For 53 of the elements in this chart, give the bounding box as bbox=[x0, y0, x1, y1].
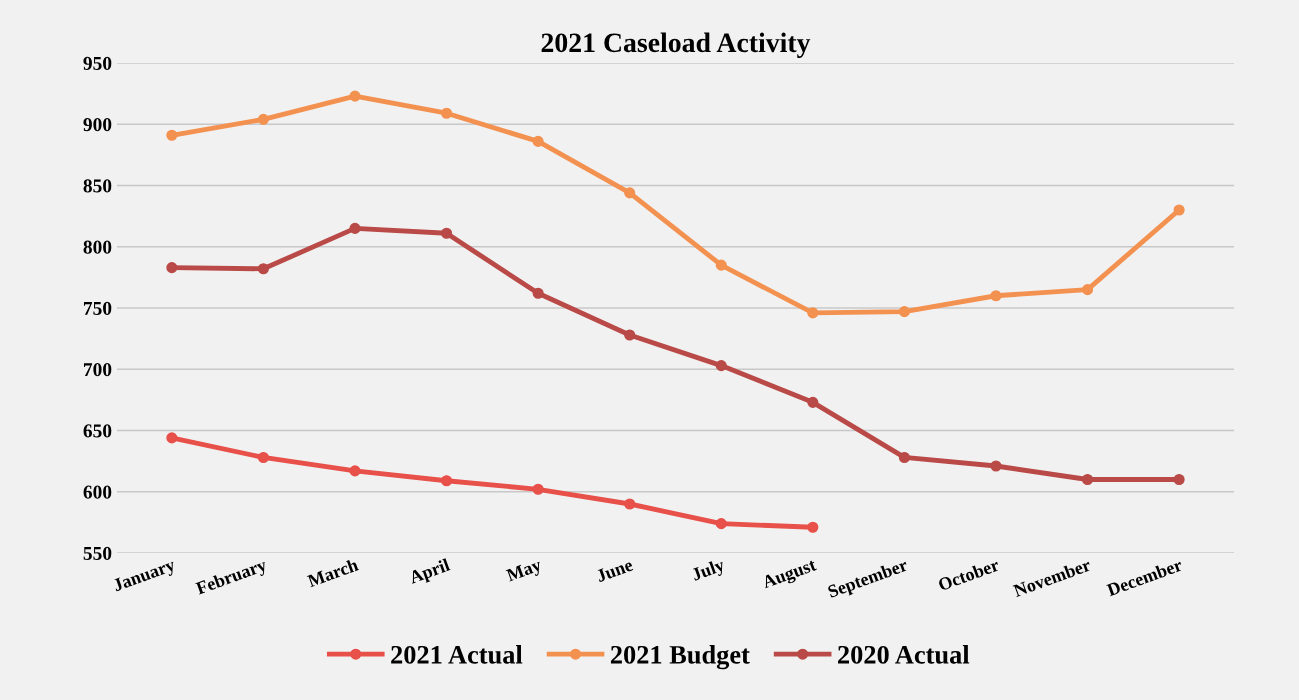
point bbox=[257, 113, 269, 125]
point bbox=[624, 329, 636, 341]
x-tick-label: August bbox=[761, 558, 819, 593]
legend-label: 2021 Actual bbox=[391, 645, 523, 664]
point bbox=[441, 475, 453, 487]
point bbox=[624, 187, 636, 199]
y-tick-label: 850 bbox=[83, 179, 112, 193]
point bbox=[532, 287, 544, 299]
point bbox=[898, 451, 910, 464]
point bbox=[898, 306, 910, 318]
y-tick-label: 600 bbox=[83, 485, 112, 499]
point bbox=[441, 107, 453, 119]
x-tick-label: June bbox=[595, 558, 634, 583]
legend-label: 2020 Actual bbox=[838, 645, 970, 664]
point bbox=[1081, 284, 1094, 296]
point bbox=[349, 465, 361, 477]
x-tick-label: March bbox=[306, 557, 360, 588]
y-tick-label: 700 bbox=[83, 363, 112, 377]
point bbox=[349, 222, 361, 234]
point bbox=[990, 290, 1002, 302]
chart-title: 2021 Caseload Activity bbox=[541, 32, 811, 58]
y-tick-label: 750 bbox=[83, 301, 112, 315]
point bbox=[715, 259, 727, 271]
point bbox=[807, 307, 819, 319]
point bbox=[441, 227, 453, 239]
point bbox=[807, 396, 819, 408]
point bbox=[349, 90, 361, 102]
x-tick-label: January bbox=[112, 558, 178, 595]
x-tick-label: April bbox=[408, 557, 452, 588]
point bbox=[532, 135, 544, 147]
point bbox=[1173, 473, 1185, 486]
y-tick-label: 550 bbox=[83, 546, 112, 560]
y-tick-label: 650 bbox=[83, 424, 112, 438]
point bbox=[166, 129, 178, 141]
point bbox=[1173, 204, 1185, 216]
point bbox=[807, 521, 819, 533]
x-tick-label: October bbox=[937, 557, 1000, 592]
point bbox=[166, 432, 178, 444]
legend-label: 2021 Budget bbox=[610, 645, 750, 670]
y-tick-label: 800 bbox=[83, 240, 112, 254]
point bbox=[715, 518, 727, 530]
point bbox=[257, 263, 269, 275]
y-tick-label: 950 bbox=[83, 56, 112, 70]
x-tick-label: July bbox=[690, 557, 727, 585]
point bbox=[532, 483, 544, 495]
point bbox=[1081, 473, 1094, 486]
point bbox=[166, 262, 178, 274]
point bbox=[990, 460, 1002, 472]
point bbox=[624, 498, 636, 510]
point bbox=[257, 451, 269, 464]
point bbox=[715, 360, 727, 372]
x-tick-label: May bbox=[505, 558, 544, 586]
y-tick-label: 900 bbox=[83, 118, 112, 132]
